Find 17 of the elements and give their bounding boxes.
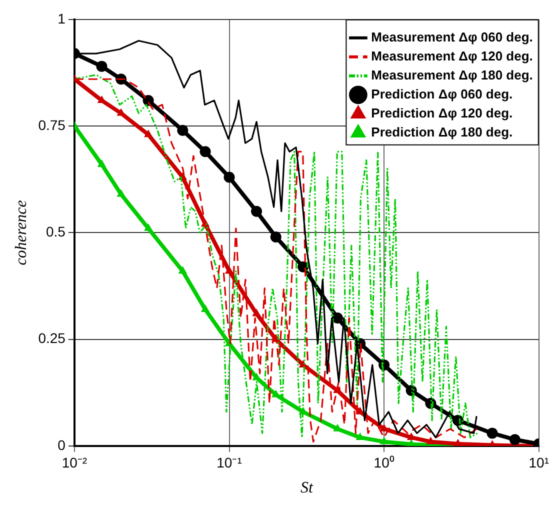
x-tick-label: 10⁻¹: [216, 454, 242, 470]
x-axis-title: St: [300, 480, 314, 497]
y-tick-label: 1: [58, 10, 66, 26]
legend-label: Prediction Δφ 180 deg.: [371, 124, 513, 140]
y-tick-label: 0: [58, 436, 66, 453]
legend-label: Prediction Δφ 120 deg.: [371, 105, 513, 120]
legend-label: Measurement Δφ 180 deg.: [371, 67, 533, 82]
legend-label: Prediction Δφ 060 deg.: [371, 86, 513, 102]
y-tick-label: 0.75: [38, 116, 66, 133]
x-tick-label: 10⁻²: [62, 454, 88, 470]
y-axis-title: coherence: [12, 200, 30, 266]
y-tick-label: 0.25: [38, 330, 66, 346]
legend-label: Measurement Δφ 060 deg.: [371, 29, 533, 44]
x-tick-label: 10¹: [528, 454, 550, 470]
x-tick-label: 10⁰: [374, 454, 394, 470]
legend-label: Measurement Δφ 120 deg.: [371, 48, 533, 64]
y-tick-label: 0.5: [46, 224, 66, 240]
